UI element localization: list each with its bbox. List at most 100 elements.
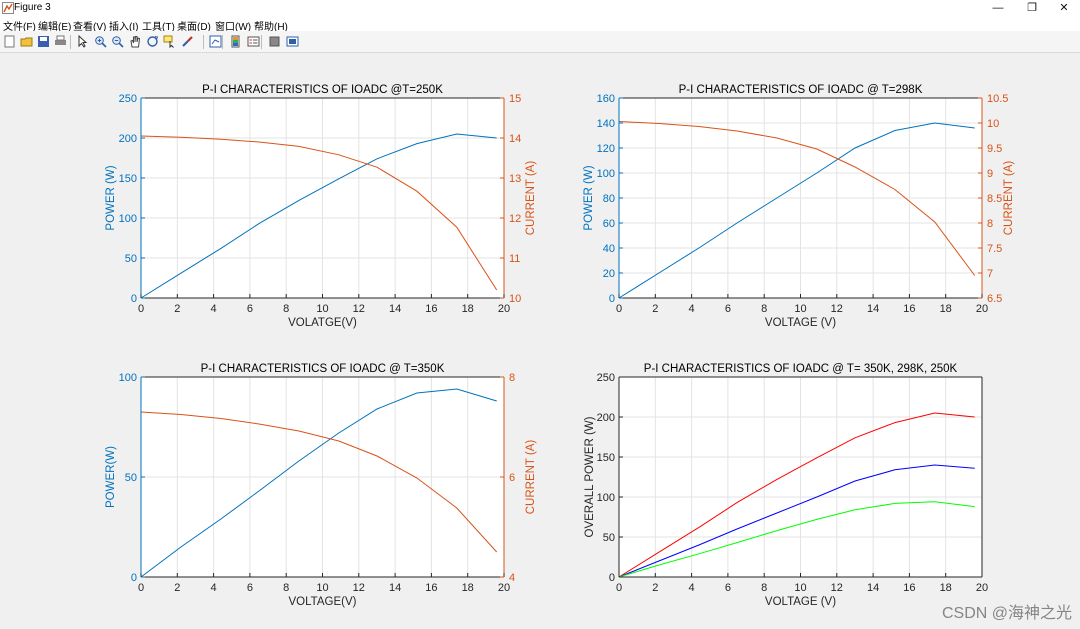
save-icon[interactable] xyxy=(37,35,50,48)
y-tick-label: 50 xyxy=(603,532,615,544)
y-tick-label: 50 xyxy=(125,253,137,265)
y2-tick-label: 10 xyxy=(509,293,521,305)
zoom-in-icon[interactable] xyxy=(94,35,107,48)
y-tick-label: 100 xyxy=(597,168,615,180)
y2-tick-label: 13 xyxy=(509,173,521,185)
x-tick-label: 12 xyxy=(831,582,843,594)
open-file-icon[interactable] xyxy=(20,35,33,48)
x-tick-label: 10 xyxy=(316,582,328,594)
chart-title: P-I CHARACTERISTICS OF IOADC @T=250K xyxy=(202,84,443,96)
x-tick-label: 18 xyxy=(940,582,952,594)
x-tick-label: 20 xyxy=(976,582,988,594)
maximize-button[interactable]: ❐ xyxy=(1027,2,1037,14)
rotate-3d-icon[interactable] xyxy=(146,35,159,48)
y-tick-label: 250 xyxy=(597,372,615,384)
y2-tick-label: 9.5 xyxy=(987,143,1002,155)
x-axis-label: VOLATGE(V) xyxy=(288,317,357,329)
y-tick-label: 100 xyxy=(119,372,137,384)
zoom-out-icon[interactable] xyxy=(111,35,124,48)
colorbar-icon[interactable] xyxy=(229,35,242,48)
watermark: CSDN @海神之光 xyxy=(941,605,1072,622)
x-axis-label: VOLTAGE (V) xyxy=(765,317,836,329)
y-tick-label: 0 xyxy=(131,293,137,305)
x-tick-label: 10 xyxy=(794,582,806,594)
x-tick-label: 6 xyxy=(247,303,253,315)
y-tick-label: 80 xyxy=(603,193,615,205)
menu-window[interactable]: 窗口(W) xyxy=(215,22,252,33)
series-line-2 xyxy=(140,135,498,291)
y-tick-label: 120 xyxy=(597,143,615,155)
subplot-2: 0 2 4 6 8 10 12 14 16 18 20 0 20 40 60 80 100 120 140 160 6.… xyxy=(583,84,1015,329)
x-tick-label: 0 xyxy=(616,582,622,594)
y2-tick-label: 9 xyxy=(987,168,993,180)
hide-plot-tools-icon[interactable] xyxy=(268,35,281,48)
x-tick-label: 20 xyxy=(498,582,510,594)
menu-view[interactable]: 查看(V) xyxy=(73,22,107,33)
x-tick-label: 16 xyxy=(425,303,437,315)
x-tick-label: 18 xyxy=(940,303,952,315)
x-tick-label: 10 xyxy=(794,303,806,315)
title-bar: Figure 3 — ❐ ✕ xyxy=(0,0,1080,17)
y2-axis-label: CURRENT (A) xyxy=(525,161,537,236)
y2-tick-label: 12 xyxy=(509,213,521,225)
series-line-1 xyxy=(618,122,975,299)
y2-tick-label: 7 xyxy=(987,268,993,280)
y-tick-label: 60 xyxy=(603,218,615,230)
menu-file[interactable]: 文件(F) xyxy=(3,22,36,33)
x-tick-label: 12 xyxy=(831,303,843,315)
select-arrow-icon[interactable] xyxy=(76,35,89,48)
series-line-2 xyxy=(140,411,498,553)
y2-tick-label: 8 xyxy=(987,218,993,230)
x-tick-label: 18 xyxy=(462,303,474,315)
menu-help[interactable]: 帮助(H) xyxy=(254,22,288,33)
menu-insert[interactable]: 插入(I) xyxy=(109,22,139,33)
pan-icon[interactable] xyxy=(128,35,141,48)
x-tick-label: 20 xyxy=(498,303,510,315)
y2-tick-label: 10 xyxy=(987,118,999,130)
menu-edit[interactable]: 编辑(E) xyxy=(38,22,72,33)
x-tick-label: 4 xyxy=(689,582,695,594)
print-icon[interactable] xyxy=(54,35,67,48)
x-tick-label: 10 xyxy=(316,303,328,315)
y-tick-label: 20 xyxy=(603,268,615,280)
y2-tick-label: 8.5 xyxy=(987,193,1002,205)
link-plot-icon[interactable] xyxy=(209,35,222,48)
figure-canvas: 0 2 4 6 8 10 12 14 16 18 2005010015020025010111213… xyxy=(105,84,1015,608)
menu-desktop[interactable]: 桌面(D) xyxy=(177,22,211,33)
toolbar-separator xyxy=(203,35,204,49)
close-button[interactable]: ✕ xyxy=(1059,2,1069,14)
brush-icon[interactable] xyxy=(181,35,194,48)
y-tick-label: 100 xyxy=(119,213,137,225)
y2-tick-label: 6.5 xyxy=(987,293,1002,305)
new-figure-icon[interactable] xyxy=(3,35,16,48)
x-tick-label: 14 xyxy=(389,582,401,594)
x-tick-label: 16 xyxy=(903,582,915,594)
chart-title: P-I CHARACTERISTICS OF IOADC @ T=298K xyxy=(679,84,923,96)
window-title: Figure 3 xyxy=(14,2,51,13)
x-tick-label: 12 xyxy=(353,582,365,594)
x-tick-label: 2 xyxy=(652,303,658,315)
x-tick-label: 0 xyxy=(138,303,144,315)
y-axis-label: POWER (W) xyxy=(583,165,595,230)
y2-tick-label: 14 xyxy=(509,133,521,145)
menu-tools[interactable]: 工具(T) xyxy=(142,22,175,33)
x-tick-label: 6 xyxy=(725,582,731,594)
data-cursor-icon[interactable] xyxy=(163,35,176,48)
legend-icon[interactable] xyxy=(247,35,260,48)
y2-tick-label: 10.5 xyxy=(987,93,1008,105)
y2-tick-label: 15 xyxy=(509,93,521,105)
chart-title: P-I CHARACTERISTICS OF IOADC @ T= 350K, … xyxy=(644,363,958,375)
minimize-button[interactable]: — xyxy=(992,2,1004,14)
y-tick-label: 150 xyxy=(597,452,615,464)
y-tick-label: 40 xyxy=(603,243,615,255)
x-tick-label: 2 xyxy=(174,582,180,594)
show-plot-tools-icon[interactable] xyxy=(286,35,299,48)
x-axis-label: VOLTAGE (V) xyxy=(765,596,836,608)
y-tick-label: 50 xyxy=(125,472,137,484)
x-tick-label: 14 xyxy=(867,303,879,315)
x-tick-label: 16 xyxy=(425,582,437,594)
subplot-3: 0 2 4 6 8 10 12 14 16 18 20 0 50 100 4 6 8 P-I CHARACTERI… xyxy=(105,363,537,608)
y-tick-label: 0 xyxy=(609,293,615,305)
series-line-1 xyxy=(140,388,497,578)
x-tick-label: 2 xyxy=(174,303,180,315)
